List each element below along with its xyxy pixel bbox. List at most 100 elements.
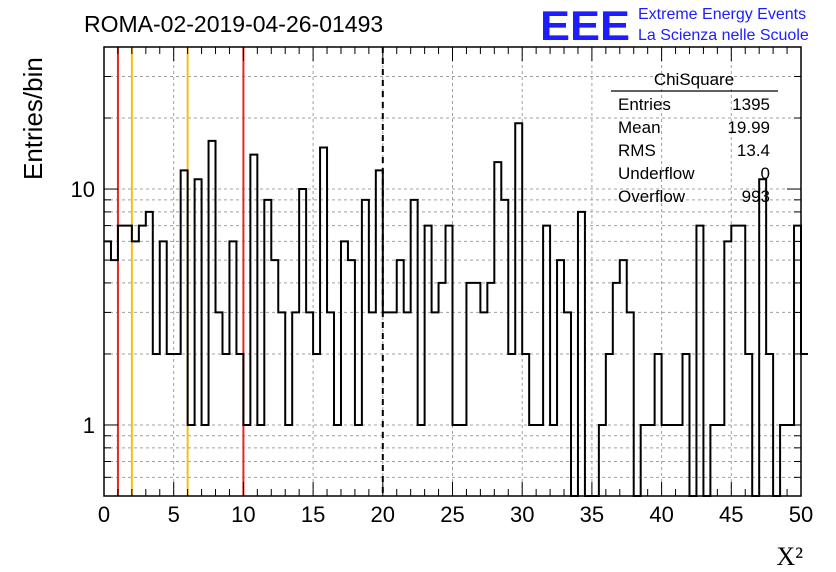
histogram-bin	[564, 312, 571, 496]
histogram-bin	[160, 241, 167, 496]
histogram-bin	[139, 226, 146, 496]
y-tick-label: 10	[71, 177, 95, 202]
histogram-bin	[181, 170, 188, 496]
histogram-bin	[787, 425, 794, 496]
y-tick-label: 1	[83, 413, 95, 438]
histogram	[104, 122, 808, 497]
x-tick-label: 50	[789, 502, 813, 527]
histogram-bin	[285, 425, 292, 496]
histogram-bin	[369, 312, 376, 496]
histogram-bin	[466, 283, 473, 496]
histogram-bin	[278, 312, 285, 496]
histogram-bin	[620, 260, 627, 496]
histogram-bin	[125, 226, 132, 496]
histogram-bin	[717, 425, 724, 496]
stats-row-label: RMS	[618, 141, 656, 160]
histogram-bin	[118, 226, 125, 496]
histogram-bin	[648, 425, 655, 496]
histogram-bin	[222, 354, 229, 496]
x-tick-label: 5	[168, 502, 180, 527]
histogram-bin	[397, 260, 404, 496]
histogram-bin	[480, 312, 487, 496]
histogram-bin	[376, 170, 383, 496]
histogram-bin	[111, 260, 118, 496]
histogram-bin	[794, 226, 801, 496]
histogram-bin	[710, 425, 717, 496]
histogram-bin	[229, 241, 236, 496]
stats-box: ChiSquare Entries 1395 Mean 19.99 RMS 13.4 Und…	[611, 70, 778, 206]
histogram-bin	[320, 147, 327, 496]
histogram-outline	[104, 122, 808, 497]
brand-line-2: La Scienza nelle Scuole	[638, 27, 809, 44]
x-tick-label: 15	[301, 502, 325, 527]
histogram-bin	[627, 312, 634, 496]
histogram-bin	[341, 241, 348, 496]
stats-row-label: Overflow	[618, 187, 686, 206]
histogram-bin	[515, 123, 522, 496]
histogram-bin	[780, 425, 787, 496]
chart-title: ROMA-02-2019-04-26-01493	[84, 11, 383, 37]
histogram-bin	[334, 425, 341, 496]
x-axis-label: X²	[776, 542, 803, 571]
histogram-bin	[641, 425, 648, 496]
histogram-bin	[362, 200, 369, 496]
x-tick-label: 10	[231, 502, 255, 527]
histogram-bin	[613, 283, 620, 496]
histogram-bin	[759, 179, 766, 496]
brand-line-1: Extreme Energy Events	[638, 6, 806, 23]
x-tick-label: 40	[649, 502, 673, 527]
stats-row-value: 0	[761, 164, 770, 183]
stats-title: ChiSquare	[654, 70, 734, 89]
histogram-bin	[264, 200, 271, 496]
histogram-bin	[655, 354, 662, 496]
histogram-bin	[243, 425, 250, 496]
stats-row-value: 993	[742, 187, 770, 206]
histogram-bin	[313, 354, 320, 496]
histogram-bin	[683, 354, 690, 496]
histogram-bin	[453, 425, 460, 496]
histogram-bin	[327, 312, 334, 496]
histogram-bin	[724, 241, 731, 496]
histogram-bin	[425, 226, 432, 496]
x-tick-label: 0	[98, 502, 110, 527]
histogram-bin	[501, 200, 508, 496]
histogram-bin	[188, 425, 195, 496]
stats-row-label: Entries	[618, 95, 671, 114]
histogram-bin	[766, 354, 773, 496]
histogram-bin	[439, 283, 446, 496]
x-tick-label: 20	[371, 502, 395, 527]
histogram-bin	[153, 354, 160, 496]
y-axis-label: Entries/bin	[18, 57, 48, 180]
histogram-bin	[508, 354, 515, 496]
histogram-bin	[459, 425, 466, 496]
histogram-bin	[522, 354, 529, 496]
histogram-bin	[257, 425, 264, 496]
histogram-bin	[745, 354, 752, 496]
histogram-bin	[557, 260, 564, 496]
histogram-bin	[494, 162, 501, 496]
stats-row-value: 13.4	[737, 141, 770, 160]
histogram-bin	[104, 241, 111, 496]
histogram-bin	[209, 141, 216, 496]
histogram-bin	[662, 425, 669, 496]
histogram-bin	[536, 425, 543, 496]
stats-row-label: Mean	[618, 118, 661, 137]
histogram-bin	[606, 354, 613, 496]
histogram-bin	[299, 189, 306, 496]
histogram-bin	[669, 425, 676, 496]
histogram-bin	[195, 179, 202, 496]
histogram-bin	[348, 260, 355, 496]
histogram-bin	[236, 354, 243, 496]
histogram-bin	[146, 212, 153, 496]
eee-logo: EEE	[540, 2, 630, 49]
histogram-bin	[543, 226, 550, 496]
histogram-bin	[801, 354, 808, 496]
histogram-bin	[676, 425, 683, 496]
stats-rows: Entries 1395 Mean 19.99 RMS 13.4 Underflow 0 Ove…	[618, 95, 770, 206]
histogram-bin	[202, 425, 209, 496]
histogram-bin	[578, 212, 585, 496]
histogram-bin	[473, 283, 480, 496]
histogram-bin	[383, 312, 390, 496]
histogram-bin	[599, 425, 606, 496]
